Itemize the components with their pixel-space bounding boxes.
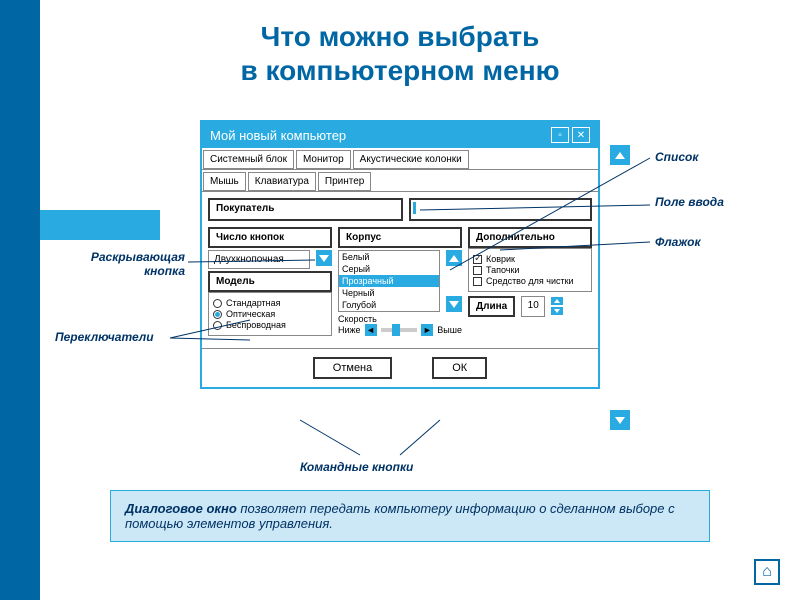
radio-optical[interactable]: Оптическая [213,309,327,319]
length-down[interactable] [551,307,563,315]
case-item-grey[interactable]: Серый [339,263,439,275]
annotation-radio: Переключатели [55,330,154,344]
radio-standard[interactable]: Стандартная [213,298,327,308]
speed-left[interactable]: ◄ [365,324,377,336]
speed-slider[interactable] [381,328,418,332]
home-icon[interactable]: ⌂ [754,559,780,585]
page-scroll-down[interactable] [610,410,630,430]
case-listbox[interactable]: Белый Серый Прозрачный Черный Голубой [338,250,440,312]
list-scroll-down[interactable] [446,296,462,312]
model-label: Модель [208,271,332,292]
dialog-window: Мой новый компьютер ▫ ✕ Системный блок М… [200,120,600,389]
dialog-titlebar: Мой новый компьютер ▫ ✕ [202,122,598,148]
num-buttons-label: Число кнопок [208,227,332,248]
speed-label: Скорость [338,314,462,324]
model-radio-group: Стандартная Оптическая Беспроводная [208,292,332,336]
speed-low: Ниже [338,325,361,335]
num-buttons-value: Двухкнопочная [208,250,310,269]
footer-note: Диалоговое окно позволяет передать компь… [110,490,710,542]
minimize-button[interactable]: ▫ [551,127,569,143]
tab-speakers[interactable]: Акустические колонки [353,150,469,169]
slide-accent-bar [40,210,160,240]
speed-right[interactable]: ► [421,324,433,336]
case-item-white[interactable]: Белый [339,251,439,263]
length-up[interactable] [551,297,563,305]
check-mat[interactable]: Коврик [473,254,587,264]
check-slippers[interactable]: Тапочки [473,265,587,275]
buyer-input[interactable] [409,198,592,221]
dialog-title-text: Мой новый компьютер [210,128,346,143]
case-item-transparent[interactable]: Прозрачный [339,275,439,287]
annotation-dropdown: Раскрывающая кнопка [55,250,185,278]
tab-keyboard[interactable]: Клавиатура [248,172,316,191]
extra-check-group: Коврик Тапочки Средство для чистки [468,248,592,292]
title-line2: в компьютерном меню [240,55,559,86]
tabs-row2: Мышь Клавиатура Принтер [202,170,598,192]
tabs-row1: Системный блок Монитор Акустические коло… [202,148,598,170]
num-buttons-dropdown[interactable] [316,250,332,266]
slide-title: Что можно выбрать в компьютерном меню [0,20,800,87]
speed-high: Выше [437,325,462,335]
tab-monitor[interactable]: Монитор [296,150,351,169]
cancel-button[interactable]: Отмена [313,357,392,379]
check-cleaner[interactable]: Средство для чистки [473,276,587,286]
title-line1: Что можно выбрать [261,21,540,52]
radio-wireless[interactable]: Беспроводная [213,320,327,330]
slide-sidebar [0,0,40,600]
extra-label: Дополнительно [468,227,592,248]
buyer-label: Покупатель [208,198,403,221]
annotation-list: Список [655,150,698,164]
tab-system[interactable]: Системный блок [203,150,294,169]
tab-mouse[interactable]: Мышь [203,172,246,191]
case-item-blue[interactable]: Голубой [339,299,439,311]
page-scroll-up[interactable] [610,145,630,165]
annotation-cmd: Командные кнопки [300,460,413,474]
list-scroll-up[interactable] [446,250,462,266]
annotation-input: Поле ввода [655,195,724,209]
length-value[interactable]: 10 [521,296,545,317]
annotation-flag: Флажок [655,235,701,249]
close-button[interactable]: ✕ [572,127,590,143]
tab-printer[interactable]: Принтер [318,172,371,191]
ok-button[interactable]: ОК [432,357,487,379]
case-label: Корпус [338,227,462,248]
footer-bold: Диалоговое окно [125,501,237,516]
length-label: Длина [468,296,515,317]
case-item-black[interactable]: Черный [339,287,439,299]
